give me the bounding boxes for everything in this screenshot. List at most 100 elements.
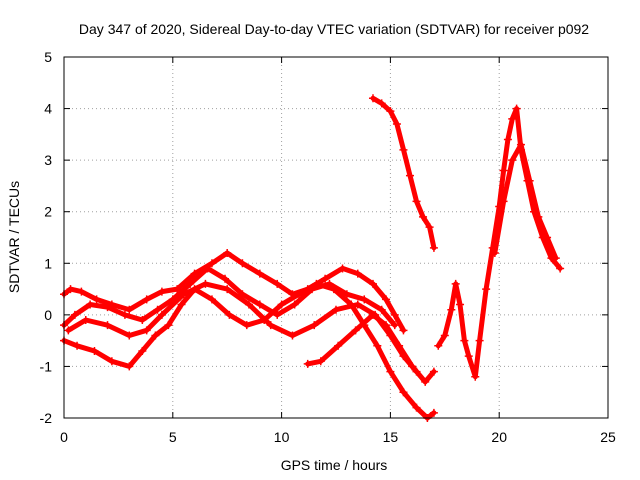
data-point	[425, 223, 434, 232]
data-point	[295, 290, 304, 299]
data-point	[382, 295, 391, 304]
data-point	[151, 331, 160, 340]
data-point	[207, 259, 216, 268]
data-point	[386, 107, 395, 116]
data-point	[142, 326, 151, 335]
y-tick-label: -1	[40, 358, 53, 374]
series-trace	[435, 106, 563, 380]
data-point	[164, 321, 173, 330]
y-tick-label: 3	[44, 152, 52, 168]
data-point	[242, 321, 251, 330]
data-point	[125, 305, 134, 314]
data-point	[460, 336, 469, 345]
data-point	[266, 321, 275, 330]
data-point	[138, 316, 147, 325]
data-point	[377, 99, 386, 108]
data-point	[508, 156, 517, 165]
data-point	[447, 305, 456, 314]
data-point	[525, 176, 534, 185]
data-point	[382, 321, 391, 330]
data-points	[60, 94, 565, 422]
data-point	[399, 145, 408, 154]
data-point	[179, 290, 188, 299]
data-point	[153, 305, 162, 314]
y-tick-label: -2	[40, 410, 53, 426]
data-point	[334, 341, 343, 350]
data-point	[412, 403, 421, 412]
data-point	[429, 243, 438, 252]
data-point	[392, 120, 401, 129]
data-point	[543, 233, 552, 242]
axes: 0 5 10 15 20 25 -2 -1 0 1 2 3 4 5	[40, 49, 616, 445]
y-tick-label: 4	[44, 101, 52, 117]
y-tick-label: 0	[44, 307, 52, 323]
data-point	[125, 331, 134, 340]
data-point	[353, 300, 362, 309]
data-point	[429, 408, 438, 417]
data-point	[120, 310, 129, 319]
data-point	[142, 295, 151, 304]
data-point	[368, 310, 377, 319]
data-point	[360, 295, 369, 304]
data-point	[273, 279, 282, 288]
data-point	[190, 269, 199, 278]
series-track-f	[368, 94, 438, 252]
data-point	[64, 326, 73, 335]
data-point	[290, 300, 299, 309]
data-point	[255, 300, 264, 309]
data-point	[223, 285, 232, 294]
series-track-e	[303, 310, 438, 386]
data-point	[203, 264, 212, 273]
data-point	[475, 336, 484, 345]
data-point	[499, 166, 508, 175]
data-point	[395, 341, 404, 350]
series-trace	[61, 250, 406, 333]
data-point	[277, 300, 286, 309]
data-point	[225, 310, 234, 319]
series-trace	[492, 142, 559, 261]
data-point	[399, 326, 408, 335]
y-tick-label: 5	[44, 49, 52, 65]
data-point	[377, 305, 386, 314]
data-point	[207, 295, 216, 304]
data-point	[556, 264, 565, 273]
data-point	[125, 362, 134, 371]
data-point	[353, 269, 362, 278]
data-point	[405, 171, 414, 180]
data-point	[368, 94, 377, 103]
data-point	[342, 290, 351, 299]
data-point	[499, 197, 508, 206]
x-tick-label: 25	[600, 429, 616, 445]
data-point	[90, 346, 99, 355]
data-point	[177, 300, 186, 309]
x-tick-label: 5	[169, 429, 177, 445]
data-point	[456, 300, 465, 309]
data-point	[244, 300, 253, 309]
x-axis-label: GPS time / hours	[281, 457, 388, 473]
y-tick-label: 2	[44, 204, 52, 220]
data-point	[321, 274, 330, 283]
data-point	[288, 331, 297, 340]
data-point	[103, 303, 112, 312]
data-point	[390, 310, 399, 319]
data-point	[503, 135, 512, 144]
data-point	[73, 341, 82, 350]
data-point	[551, 254, 560, 263]
chart-title: Day 347 of 2020, Sidereal Day-to-day VTE…	[79, 21, 589, 37]
x-tick-label: 15	[383, 429, 399, 445]
data-point	[390, 321, 399, 330]
grid	[64, 57, 608, 418]
data-point	[464, 352, 473, 361]
data-point	[412, 197, 421, 206]
x-tick-label: 20	[491, 429, 507, 445]
data-point	[408, 362, 417, 371]
data-point	[310, 321, 319, 330]
series-trace	[370, 95, 437, 251]
data-point	[373, 341, 382, 350]
data-point	[440, 331, 449, 340]
data-point	[92, 295, 101, 304]
data-point	[77, 287, 86, 296]
data-point	[368, 279, 377, 288]
data-point	[434, 341, 443, 350]
data-point	[303, 359, 312, 368]
